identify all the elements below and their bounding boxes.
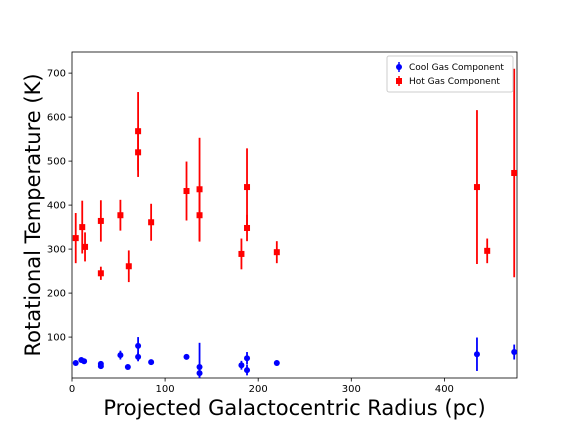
point bbox=[79, 224, 86, 231]
y-tick-label: 700 bbox=[47, 69, 66, 80]
point bbox=[238, 250, 245, 257]
point bbox=[196, 212, 203, 219]
point bbox=[72, 360, 79, 367]
legend-label: Hot Gas Component bbox=[409, 77, 500, 87]
point bbox=[117, 352, 124, 359]
point bbox=[196, 364, 203, 371]
x-tick-label: 100 bbox=[156, 384, 175, 395]
point bbox=[72, 235, 79, 242]
plot-area bbox=[72, 68, 517, 378]
point bbox=[97, 270, 104, 277]
x-tick-label: 400 bbox=[435, 384, 454, 395]
point bbox=[244, 184, 251, 191]
point bbox=[244, 355, 251, 362]
point bbox=[135, 149, 142, 156]
point bbox=[183, 353, 190, 360]
point bbox=[125, 263, 132, 270]
point bbox=[81, 358, 88, 365]
y-tick-label: 300 bbox=[47, 245, 66, 256]
legend-label: Cool Gas Component bbox=[409, 63, 504, 73]
point bbox=[135, 353, 142, 360]
point bbox=[135, 342, 142, 349]
y-tick-label: 600 bbox=[47, 113, 66, 124]
point bbox=[244, 224, 251, 231]
point bbox=[97, 363, 104, 370]
point bbox=[273, 249, 280, 256]
point bbox=[484, 247, 491, 254]
point bbox=[238, 362, 245, 369]
y-tick-label: 500 bbox=[47, 157, 66, 168]
x-tick-label: 300 bbox=[342, 384, 361, 395]
point bbox=[273, 360, 280, 367]
plot-frame bbox=[71, 51, 518, 379]
point bbox=[124, 364, 131, 371]
point bbox=[148, 219, 155, 226]
point bbox=[97, 217, 104, 224]
point bbox=[473, 351, 480, 358]
x-axis-label: Projected Galactocentric Radius (pc) bbox=[103, 396, 485, 420]
x-tick-label: 200 bbox=[249, 384, 268, 395]
point bbox=[473, 184, 480, 191]
point bbox=[196, 370, 203, 377]
point bbox=[117, 212, 124, 219]
y-axis-label: Rotational Temperature (K) bbox=[21, 73, 45, 356]
y-tick-label: 200 bbox=[47, 289, 66, 300]
point bbox=[148, 359, 155, 366]
y-tick-label: 400 bbox=[47, 201, 66, 212]
point bbox=[244, 367, 251, 374]
point bbox=[511, 169, 517, 176]
legend-box bbox=[386, 55, 514, 93]
point bbox=[82, 243, 89, 250]
point bbox=[511, 349, 517, 356]
y-tick-label: 100 bbox=[47, 333, 66, 344]
x-tick-label: 0 bbox=[69, 384, 75, 395]
legend-marker bbox=[396, 78, 402, 84]
legend-marker bbox=[396, 64, 402, 70]
point bbox=[183, 188, 190, 195]
